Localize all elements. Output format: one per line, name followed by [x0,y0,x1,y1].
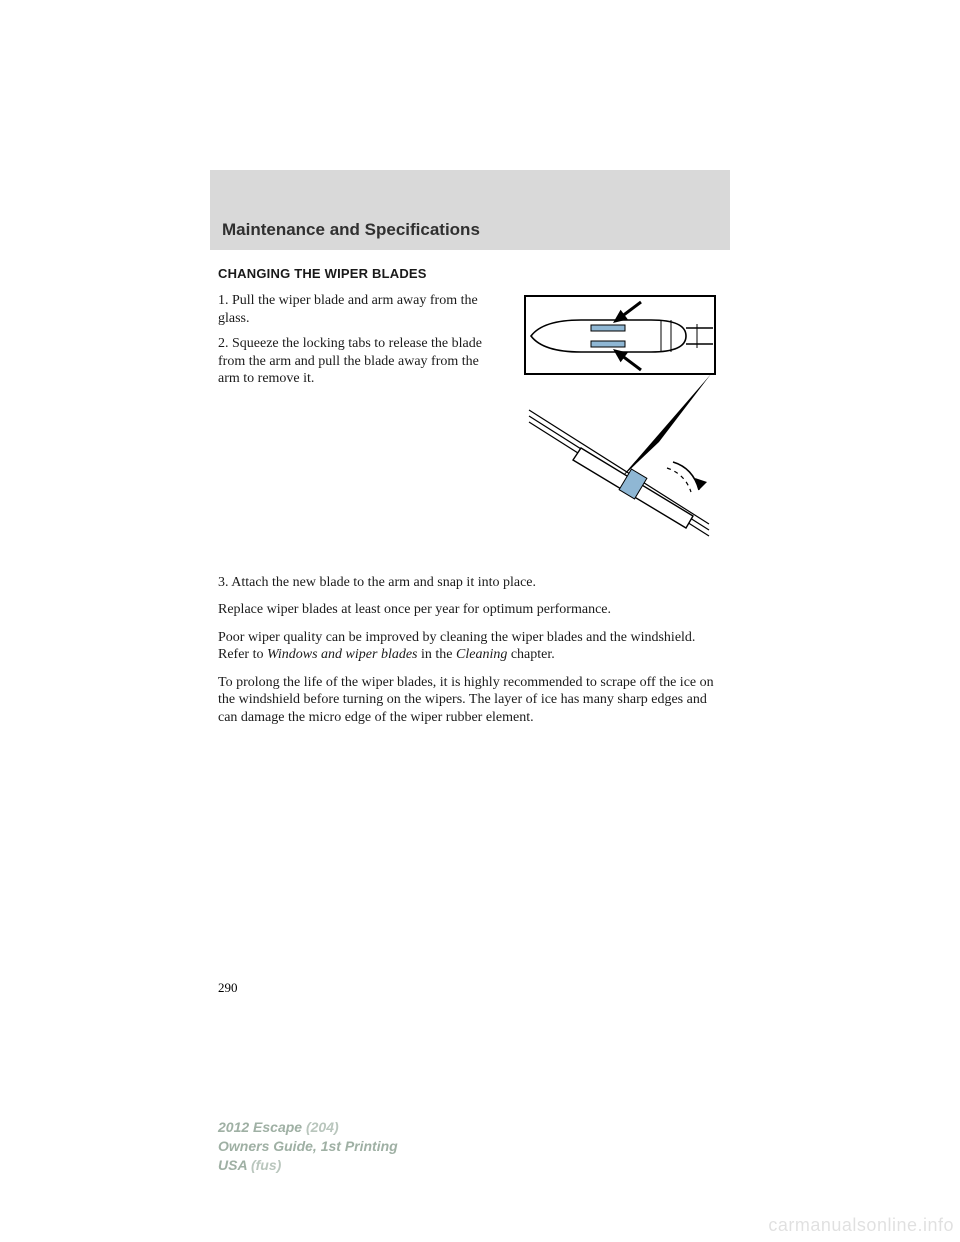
p2-italic-1: Windows and wiper blades [267,647,418,662]
footer-region: USA [218,1157,247,1173]
p2-italic-2: Cleaning [456,647,507,662]
page: Maintenance and Specifications CHANGING … [0,0,960,1242]
footer-line-3: USA (fus) [218,1156,398,1175]
footer-region-code: (fus) [251,1157,281,1173]
p2c: chapter. [507,647,554,662]
watermark: carmanualsonline.info [768,1215,954,1236]
footer-model: 2012 Escape [218,1119,302,1135]
step-3: 3. Attach the new blade to the arm and s… [218,574,728,592]
wiper-diagram [521,292,719,554]
header-title: Maintenance and Specifications [222,220,480,240]
section-heading: CHANGING THE WIPER BLADES [218,266,728,282]
two-column: 1. Pull the wiper blade and arm away fro… [218,292,728,560]
p2b: in the [418,647,457,662]
footer-code: (204) [306,1119,339,1135]
steps-left: 1. Pull the wiper blade and arm away fro… [218,292,503,560]
page-number: 290 [218,980,238,996]
para-2: Poor wiper quality can be improved by cl… [218,629,728,664]
footer: 2012 Escape (204) Owners Guide, 1st Prin… [218,1118,398,1175]
para-3: To prolong the life of the wiper blades,… [218,674,728,727]
content-area: CHANGING THE WIPER BLADES 1. Pull the wi… [218,266,728,736]
figure-wrap [521,292,719,560]
header-band: Maintenance and Specifications [210,170,730,250]
step-2: 2. Squeeze the locking tabs to release t… [218,335,503,388]
step-1: 1. Pull the wiper blade and arm away fro… [218,292,503,327]
footer-line-1: 2012 Escape (204) [218,1118,398,1137]
footer-line-2: Owners Guide, 1st Printing [218,1137,398,1156]
para-1: Replace wiper blades at least once per y… [218,601,728,619]
